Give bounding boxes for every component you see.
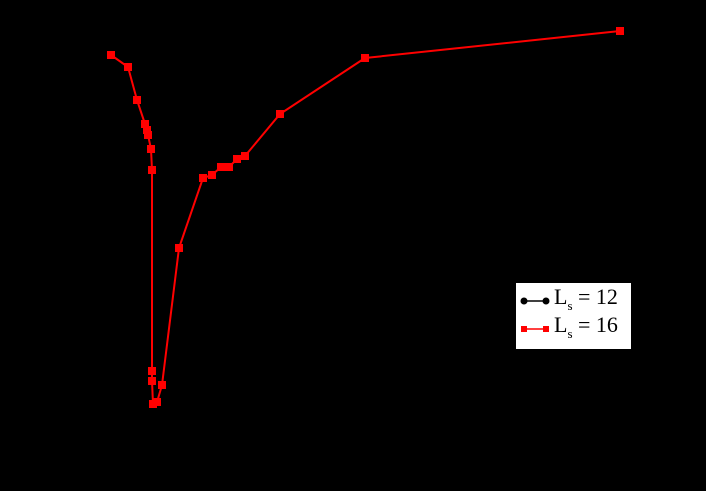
legend-item-ls12: Ls = 12 [520,283,618,314]
data-point [208,171,216,179]
data-point [124,63,132,71]
data-point [199,174,207,182]
data-point [361,54,369,62]
data-point [133,96,141,104]
data-point [143,126,151,134]
data-point [107,51,115,59]
data-point [241,152,249,160]
data-point [616,27,624,35]
square-line-icon [521,326,549,332]
data-point [141,120,149,128]
data-point [153,398,161,406]
data-point [233,155,241,163]
data-point [148,377,156,385]
legend: Ls = 12 Ls = 16 [516,283,631,349]
legend-label-ls12: Ls = 12 [554,283,618,313]
data-point [148,367,156,375]
legend-label-ls16: Ls = 16 [554,311,618,341]
data-point [175,244,183,252]
data-point [158,381,166,389]
data-point [148,166,156,174]
circle-line-icon [520,297,550,305]
data-point [276,110,284,118]
data-point [217,163,225,171]
data-point [225,163,233,171]
legend-item-ls16: Ls = 16 [520,311,618,342]
data-point [147,145,155,153]
data-point [144,131,152,139]
